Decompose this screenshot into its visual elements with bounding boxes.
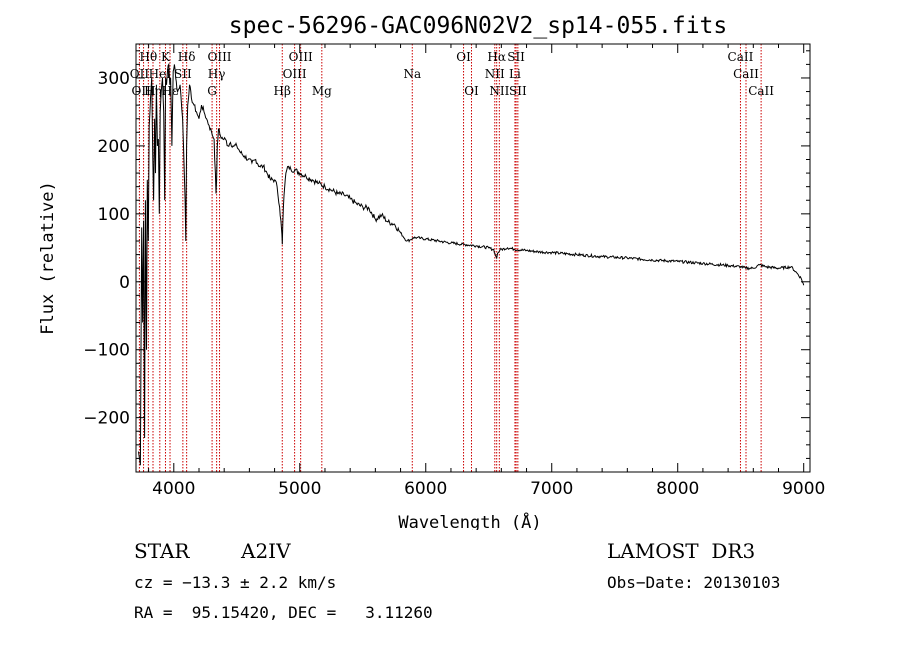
object-class: STAR xyxy=(134,539,190,563)
axis-ticks: 4000 5000 6000 7000 8000 9000 −200 −100 0 100 200 3… xyxy=(83,44,825,499)
spectral-line-label: Na xyxy=(403,67,421,81)
spectral-line-label: OI xyxy=(464,84,479,98)
y-tick-label: −200 xyxy=(83,409,130,429)
spectral-line-label: OI xyxy=(456,50,471,64)
x-tick-label: 6000 xyxy=(404,479,447,499)
spectrum-series-line xyxy=(138,62,805,466)
chart-title: spec-56296-GAC096N02V2_sp14-055.fits xyxy=(229,13,728,39)
spectral-line-label: OIII xyxy=(132,84,156,98)
spectral-line-label: Li xyxy=(509,67,521,81)
spectral-line-label: K xyxy=(161,50,171,64)
spectral-line-label: OIII xyxy=(289,50,313,64)
y-tick-label: −100 xyxy=(83,341,130,361)
spectral-line-label: SII xyxy=(509,84,527,98)
spectral-line-label: G xyxy=(207,84,217,98)
spectral-line-label: SII xyxy=(507,50,525,64)
spectral-line-label: Mg xyxy=(312,84,332,98)
x-tick-label: 8000 xyxy=(656,479,699,499)
observation-date: Obs−Date: 20130103 xyxy=(607,573,781,592)
spectral-line-label: NII xyxy=(485,67,505,81)
spectral-line-label: OII xyxy=(130,67,150,81)
object-subclass: A2IV xyxy=(241,539,291,563)
y-axis-label: Flux (relative) xyxy=(38,181,58,335)
spectral-line-label: Hθ xyxy=(139,50,157,64)
spectral-line-label: SII xyxy=(174,67,192,81)
spectral-line-label: Hα xyxy=(487,50,506,64)
spectral-line-label: CaII xyxy=(728,50,754,64)
spectral-line-label: OIII xyxy=(207,50,231,64)
x-tick-label: 7000 xyxy=(530,479,573,499)
spectral-line-label: CaII xyxy=(733,67,759,81)
coordinates: RA = 95.15420, DEC = 3.11260 xyxy=(134,603,433,622)
survey-name: LAMOST DR3 xyxy=(607,539,756,563)
spectral-line-label: CaII xyxy=(748,84,774,98)
spectral-line-label: OIII xyxy=(283,67,307,81)
spectrum-chart: spec-56296-GAC096N02V2_sp14-055.fits Hθ K… xyxy=(38,13,825,530)
plot-frame xyxy=(135,43,811,473)
y-tick-label: 0 xyxy=(119,273,130,293)
y-tick-label: 300 xyxy=(98,69,130,89)
x-axis-label: Wavelength (Å) xyxy=(398,511,541,530)
spectral-line-label: NII xyxy=(489,84,509,98)
spectral-line-label: Hδ xyxy=(178,50,196,64)
x-tick-label: 9000 xyxy=(782,479,825,499)
spectral-line-label: Hβ xyxy=(274,84,291,98)
x-tick-label: 4000 xyxy=(152,479,195,499)
spectral-line-markers xyxy=(138,44,762,472)
spectral-line-label: HeI xyxy=(149,67,172,81)
spectral-line-label: Hη xyxy=(144,84,162,98)
x-tick-label: 5000 xyxy=(278,479,321,499)
spectral-line-label: Hγ xyxy=(208,67,226,81)
redshift-velocity: cz = −13.3 ± 2.2 km/s xyxy=(134,573,337,592)
spectral-line-label: Hε xyxy=(162,84,179,98)
y-tick-label: 100 xyxy=(98,205,130,225)
y-tick-label: 200 xyxy=(98,137,130,157)
